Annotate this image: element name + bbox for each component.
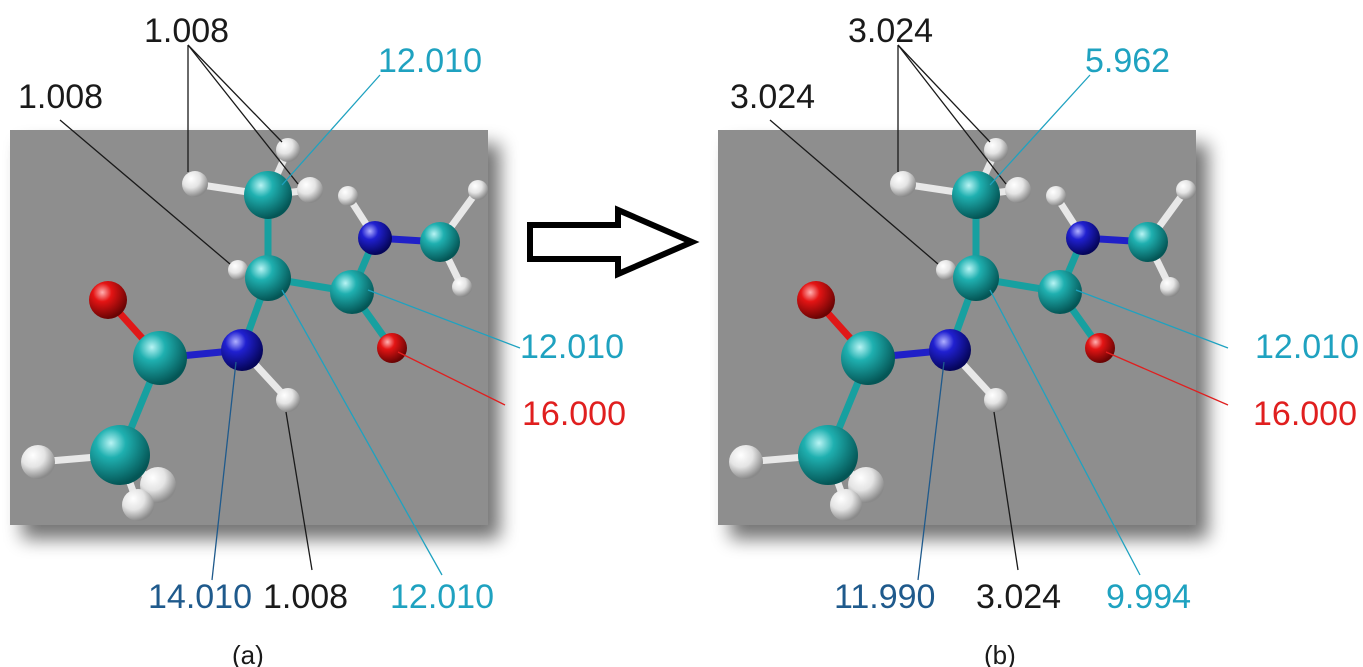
label-alpha-h-a: 1.008 [18,78,103,116]
labels-a: 1.008 1.008 12.010 12.010 16.000 14.010 … [18,12,626,667]
hydrogen-atom [936,260,956,280]
nitrogen-atom [929,329,971,371]
carbon-atom [1038,270,1082,314]
hydrogen-atom [1176,180,1196,200]
panel-a: 1.008 1.008 12.010 12.010 16.000 14.010 … [10,12,626,667]
carbon-atom [1128,222,1168,262]
carbon-atom [244,171,292,219]
label-methyl-c-b: 5.962 [1085,42,1170,80]
oxygen-atom [797,281,835,319]
atoms-a [21,138,488,521]
hydrogen-atom [468,180,488,200]
label-alpha-h-b: 3.024 [730,78,815,116]
hydrogen-atom [276,138,300,162]
hydrogen-atom [1160,277,1180,297]
label-alpha-c-a: 12.010 [390,578,494,616]
label-carbonyl-c-b: 12.010 [1255,328,1359,366]
label-nitrogen-a: 14.010 [148,578,252,616]
hydrogen-atom [276,388,300,412]
label-methyl-h-b: 3.024 [848,12,933,50]
nitrogen-atom [358,221,392,255]
hydrogen-atom [338,186,358,206]
carbon-atom [133,331,187,385]
hydrogen-atom [890,171,916,197]
hydrogen-atom [452,277,472,297]
carbon-atom [90,425,150,485]
nitrogen-atom [1066,221,1100,255]
hydrogen-atom [729,445,763,479]
hydrogen-atom [984,138,1008,162]
caption-b: (b) [984,640,1016,667]
hydrogen-atom [182,171,208,197]
hydrogen-atom [1046,186,1066,206]
molecule-a [21,138,488,521]
label-amide-h-a: 1.008 [263,578,348,616]
label-oxygen-b: 16.000 [1253,395,1357,433]
label-carbonyl-c-a: 12.010 [520,328,624,366]
oxygen-atom [89,281,127,319]
label-amide-h-b: 3.024 [976,578,1061,616]
hydrogen-atom [1005,177,1031,203]
caption-a: (a) [232,640,264,667]
oxygen-atom [377,333,407,363]
leader-lines-a [59,44,521,581]
carbon-atom [420,222,460,262]
label-nitrogen-b: 11.990 [834,578,935,616]
labels-b: 3.024 3.024 5.962 12.010 16.000 11.990 3… [730,12,1359,667]
label-methyl-h-a: 1.008 [144,12,229,50]
carbon-atom [330,270,374,314]
hydrogen-atom [830,489,862,521]
hydrogen-atom [21,445,55,479]
carbon-atom [953,255,999,301]
molecule-b [729,138,1196,521]
transformation-arrow [527,205,700,279]
label-methyl-c-a: 12.010 [378,42,482,80]
oxygen-atom [1085,333,1115,363]
leader-lines-b [769,44,1229,581]
hydrogen-atom [984,388,1008,412]
carbon-atom [952,171,1000,219]
label-alpha-c-b: 9.994 [1106,578,1191,616]
panel-b: 3.024 3.024 5.962 12.010 16.000 11.990 3… [718,12,1359,667]
carbon-atom [841,331,895,385]
atoms-b [729,138,1196,521]
hydrogen-atom [122,489,154,521]
hydrogen-atom [228,260,248,280]
nitrogen-atom [221,329,263,371]
carbon-atom [245,255,291,301]
carbon-atom [798,425,858,485]
label-oxygen-a: 16.000 [522,395,626,433]
hydrogen-atom [297,177,323,203]
